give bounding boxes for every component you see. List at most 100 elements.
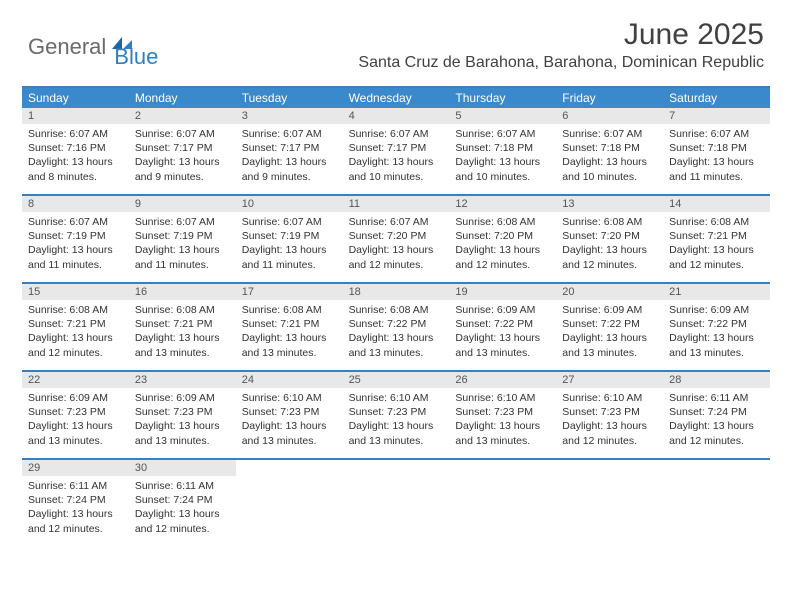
day-number: 12 [449, 196, 556, 212]
day-ss: Sunset: 7:17 PM [242, 141, 337, 155]
day-details: Sunrise: 6:07 AMSunset: 7:19 PMDaylight:… [22, 212, 129, 276]
day-of-week-header: Saturday [663, 88, 770, 108]
calendar-day-cell: 26Sunrise: 6:10 AMSunset: 7:23 PMDayligh… [449, 372, 556, 458]
day-d1: Daylight: 13 hours [455, 331, 550, 345]
calendar-day-cell: 1Sunrise: 6:07 AMSunset: 7:16 PMDaylight… [22, 108, 129, 194]
day-number: 11 [343, 196, 450, 212]
day-d1: Daylight: 13 hours [135, 419, 230, 433]
day-number: 14 [663, 196, 770, 212]
day-details: Sunrise: 6:09 AMSunset: 7:22 PMDaylight:… [663, 300, 770, 364]
page-title: June 2025 [358, 18, 764, 52]
day-ss: Sunset: 7:22 PM [349, 317, 444, 331]
day-d2: and 9 minutes. [135, 170, 230, 184]
day-d2: and 13 minutes. [669, 346, 764, 360]
day-ss: Sunset: 7:23 PM [349, 405, 444, 419]
days-of-week-row: SundayMondayTuesdayWednesdayThursdayFrid… [22, 88, 770, 108]
day-sr: Sunrise: 6:07 AM [28, 215, 123, 229]
day-d1: Daylight: 13 hours [28, 155, 123, 169]
day-d1: Daylight: 13 hours [135, 243, 230, 257]
day-ss: Sunset: 7:18 PM [455, 141, 550, 155]
day-d2: and 13 minutes. [562, 346, 657, 360]
day-d2: and 10 minutes. [562, 170, 657, 184]
day-number: 29 [22, 460, 129, 476]
day-number: 8 [22, 196, 129, 212]
day-sr: Sunrise: 6:08 AM [349, 303, 444, 317]
day-d2: and 13 minutes. [455, 346, 550, 360]
day-sr: Sunrise: 6:07 AM [349, 127, 444, 141]
day-of-week-header: Sunday [22, 88, 129, 108]
day-d2: and 9 minutes. [242, 170, 337, 184]
day-number: 13 [556, 196, 663, 212]
day-ss: Sunset: 7:23 PM [455, 405, 550, 419]
header: General Blue June 2025 Santa Cruz de Bar… [0, 0, 792, 76]
day-d1: Daylight: 13 hours [242, 419, 337, 433]
calendar-day-cell: 25Sunrise: 6:10 AMSunset: 7:23 PMDayligh… [343, 372, 450, 458]
calendar-empty-cell [449, 460, 556, 546]
day-d1: Daylight: 13 hours [242, 243, 337, 257]
day-d2: and 13 minutes. [135, 346, 230, 360]
day-number: 2 [129, 108, 236, 124]
calendar-day-cell: 13Sunrise: 6:08 AMSunset: 7:20 PMDayligh… [556, 196, 663, 282]
calendar-week-row: 15Sunrise: 6:08 AMSunset: 7:21 PMDayligh… [22, 284, 770, 372]
day-d1: Daylight: 13 hours [562, 419, 657, 433]
day-d2: and 11 minutes. [28, 258, 123, 272]
day-sr: Sunrise: 6:08 AM [135, 303, 230, 317]
day-d2: and 12 minutes. [562, 434, 657, 448]
day-number: 22 [22, 372, 129, 388]
day-d1: Daylight: 13 hours [669, 155, 764, 169]
day-ss: Sunset: 7:17 PM [349, 141, 444, 155]
day-d2: and 13 minutes. [349, 434, 444, 448]
day-number: 17 [236, 284, 343, 300]
day-d2: and 12 minutes. [28, 346, 123, 360]
day-sr: Sunrise: 6:08 AM [242, 303, 337, 317]
brand-part1: General [28, 34, 106, 60]
day-sr: Sunrise: 6:08 AM [562, 215, 657, 229]
calendar-empty-cell [663, 460, 770, 546]
day-details: Sunrise: 6:08 AMSunset: 7:21 PMDaylight:… [236, 300, 343, 364]
day-ss: Sunset: 7:16 PM [28, 141, 123, 155]
day-d2: and 12 minutes. [135, 522, 230, 536]
day-sr: Sunrise: 6:10 AM [242, 391, 337, 405]
day-d1: Daylight: 13 hours [455, 419, 550, 433]
brand-logo: General Blue [28, 18, 158, 70]
day-number: 20 [556, 284, 663, 300]
day-details: Sunrise: 6:07 AMSunset: 7:18 PMDaylight:… [556, 124, 663, 188]
calendar-day-cell: 2Sunrise: 6:07 AMSunset: 7:17 PMDaylight… [129, 108, 236, 194]
day-details: Sunrise: 6:07 AMSunset: 7:18 PMDaylight:… [449, 124, 556, 188]
day-d1: Daylight: 13 hours [349, 155, 444, 169]
day-sr: Sunrise: 6:07 AM [135, 215, 230, 229]
calendar-day-cell: 5Sunrise: 6:07 AMSunset: 7:18 PMDaylight… [449, 108, 556, 194]
day-d2: and 10 minutes. [349, 170, 444, 184]
day-sr: Sunrise: 6:08 AM [669, 215, 764, 229]
day-details: Sunrise: 6:09 AMSunset: 7:23 PMDaylight:… [22, 388, 129, 452]
calendar-empty-cell [343, 460, 450, 546]
day-sr: Sunrise: 6:07 AM [562, 127, 657, 141]
day-details: Sunrise: 6:10 AMSunset: 7:23 PMDaylight:… [236, 388, 343, 452]
calendar-day-cell: 28Sunrise: 6:11 AMSunset: 7:24 PMDayligh… [663, 372, 770, 458]
day-ss: Sunset: 7:24 PM [669, 405, 764, 419]
day-number: 9 [129, 196, 236, 212]
day-details: Sunrise: 6:10 AMSunset: 7:23 PMDaylight:… [449, 388, 556, 452]
day-d1: Daylight: 13 hours [28, 243, 123, 257]
day-sr: Sunrise: 6:07 AM [242, 127, 337, 141]
day-d2: and 11 minutes. [242, 258, 337, 272]
day-d1: Daylight: 13 hours [28, 331, 123, 345]
day-number: 10 [236, 196, 343, 212]
day-details: Sunrise: 6:07 AMSunset: 7:19 PMDaylight:… [236, 212, 343, 276]
day-details: Sunrise: 6:07 AMSunset: 7:18 PMDaylight:… [663, 124, 770, 188]
day-of-week-header: Thursday [449, 88, 556, 108]
day-d2: and 12 minutes. [669, 434, 764, 448]
day-sr: Sunrise: 6:09 AM [135, 391, 230, 405]
day-ss: Sunset: 7:19 PM [28, 229, 123, 243]
day-sr: Sunrise: 6:09 AM [669, 303, 764, 317]
day-sr: Sunrise: 6:10 AM [455, 391, 550, 405]
day-number: 26 [449, 372, 556, 388]
calendar-day-cell: 3Sunrise: 6:07 AMSunset: 7:17 PMDaylight… [236, 108, 343, 194]
day-number: 28 [663, 372, 770, 388]
day-of-week-header: Friday [556, 88, 663, 108]
day-ss: Sunset: 7:21 PM [242, 317, 337, 331]
day-d1: Daylight: 13 hours [135, 155, 230, 169]
calendar-day-cell: 29Sunrise: 6:11 AMSunset: 7:24 PMDayligh… [22, 460, 129, 546]
day-details: Sunrise: 6:11 AMSunset: 7:24 PMDaylight:… [129, 476, 236, 540]
day-number: 1 [22, 108, 129, 124]
